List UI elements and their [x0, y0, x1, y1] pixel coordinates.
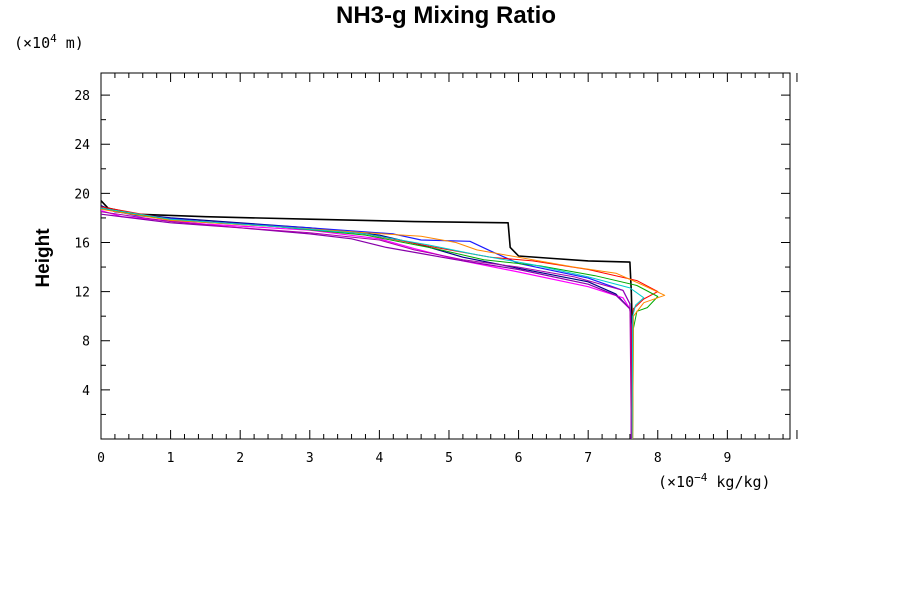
x-tick-label: 6 [515, 451, 523, 466]
series-line-8 [100, 208, 666, 440]
y-tick-label: 20 [74, 187, 90, 202]
x-tick-label: 3 [306, 451, 314, 466]
series-line-5 [100, 213, 632, 439]
x-tick-label: 4 [375, 451, 383, 466]
series-layer [100, 200, 666, 440]
y-tick-label: 12 [74, 286, 90, 301]
series-line-4 [100, 210, 632, 439]
y-tick-label: 28 [74, 89, 90, 104]
x-tick-label: 9 [723, 451, 731, 466]
x-tick-label: 1 [167, 451, 175, 466]
y-tick-label: 24 [74, 138, 90, 153]
x-tick-label: 0 [97, 451, 105, 466]
chart-title: NH3-g Mixing Ratio [336, 2, 556, 29]
series-line-6 [100, 206, 659, 439]
series-line-7 [100, 207, 659, 440]
series-line-9 [100, 207, 645, 440]
y-tick-label: 16 [74, 236, 90, 251]
y-axis-unit: (×104 m) [14, 32, 84, 52]
series-line-10 [100, 211, 632, 440]
series-line-2 [100, 205, 632, 439]
y-tick-label: 8 [82, 335, 90, 350]
y-tick-label: 4 [82, 384, 90, 399]
series-line-1 [100, 200, 633, 439]
axis-ticks [100, 73, 798, 439]
plot-frame [100, 72, 791, 440]
x-tick-label: 5 [445, 451, 453, 466]
x-tick-label: 7 [584, 451, 592, 466]
x-tick-label: 2 [236, 451, 244, 466]
x-axis-unit: (×10−4 kg/kg) [658, 471, 771, 491]
y-axis-label: Height [33, 228, 54, 288]
x-tick-label: 8 [654, 451, 662, 466]
